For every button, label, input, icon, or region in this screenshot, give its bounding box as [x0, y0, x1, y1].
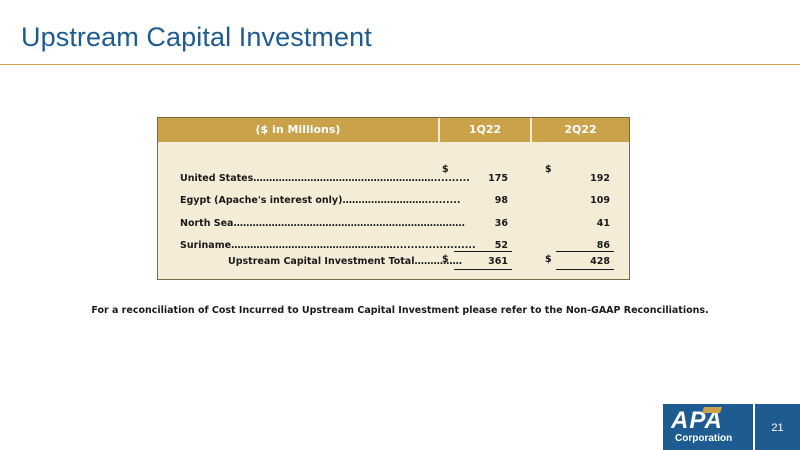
row-label: North Sea………………………………………………………………. — [180, 218, 466, 229]
slide-title: Upstream Capital Investment — [21, 22, 372, 52]
table-header: ($ in Millions) 1Q22 2Q22 — [158, 118, 629, 142]
logo-accent-mark — [701, 407, 723, 413]
capital-investment-table: ($ in Millions) 1Q22 2Q22 United States…… — [157, 117, 630, 280]
value-1q22: 36 — [494, 218, 508, 229]
table-row: Suriname……………………………………………...............… — [158, 238, 629, 254]
company-logo: APA Corporation — [663, 404, 753, 450]
value-1q22: 175 — [488, 173, 508, 184]
total-rule — [454, 269, 512, 270]
table-row: North Sea………………………………………………………………. 36 41 — [158, 216, 629, 232]
value-1q22: 52 — [494, 240, 508, 251]
total-label: Upstream Capital Investment Total…………… — [228, 256, 462, 267]
total-row: Upstream Capital Investment Total…………… $… — [158, 254, 629, 270]
logo-subtitle: Corporation — [675, 433, 733, 444]
header-separator — [530, 118, 532, 142]
row-label: United States…………………………………………………........… — [180, 173, 470, 184]
total-1q22: 361 — [488, 256, 508, 267]
currency-symbol: $ — [545, 254, 552, 265]
header-units: ($ in Millions) — [255, 123, 341, 136]
currency-symbol: $ — [545, 164, 552, 175]
subtotal-rule — [454, 251, 512, 252]
currency-symbol: $ — [442, 254, 449, 265]
currency-symbol: $ — [442, 164, 449, 175]
page-number: 21 — [771, 422, 784, 434]
total-rule — [556, 269, 614, 270]
row-label: Suriname……………………………………………...............… — [180, 240, 476, 251]
header-separator — [438, 118, 440, 142]
page-number-box: 21 — [755, 404, 800, 450]
table-row: United States…………………………………………………........… — [158, 164, 629, 187]
subtotal-rule — [556, 251, 614, 252]
header-1q22: 1Q22 — [468, 123, 502, 136]
table-row: Egypt (Apache's interest only)……………………….… — [158, 193, 629, 209]
value-2q22: 192 — [590, 173, 610, 184]
header-2q22: 2Q22 — [564, 123, 597, 136]
footnote: For a reconciliation of Cost Incurred to… — [91, 305, 709, 316]
row-label: Egypt (Apache's interest only)……………………….… — [180, 195, 461, 206]
value-1q22: 98 — [494, 195, 508, 206]
value-2q22: 41 — [596, 218, 610, 229]
total-2q22: 428 — [590, 256, 610, 267]
value-2q22: 109 — [590, 195, 610, 206]
value-2q22: 86 — [596, 240, 610, 251]
title-divider — [0, 64, 800, 65]
